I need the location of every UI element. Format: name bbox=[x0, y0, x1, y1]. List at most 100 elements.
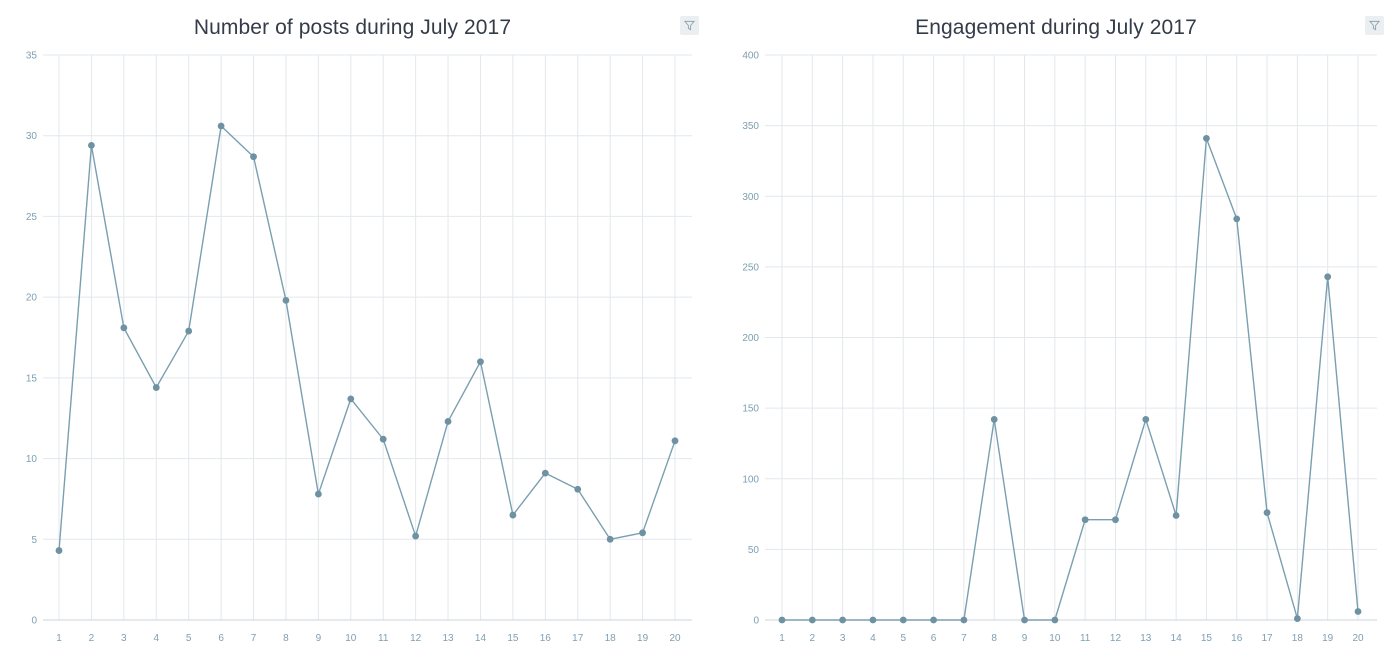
chart-title: Number of posts during July 2017 bbox=[193, 16, 512, 39]
x-tick-label: 16 bbox=[540, 633, 552, 644]
x-tick-label: 15 bbox=[507, 633, 519, 644]
y-tick-label: 5 bbox=[31, 535, 37, 546]
y-tick-label: 20 bbox=[26, 293, 38, 304]
filter-icon bbox=[684, 20, 695, 31]
data-point[interactable] bbox=[185, 327, 193, 335]
data-point[interactable] bbox=[250, 153, 257, 161]
data-point[interactable] bbox=[808, 616, 816, 624]
x-tick-label: 1 bbox=[779, 633, 785, 644]
data-point[interactable] bbox=[839, 616, 847, 624]
data-point[interactable] bbox=[55, 547, 63, 554]
data-point[interactable] bbox=[899, 616, 907, 624]
x-tick-label: 7 bbox=[961, 633, 967, 644]
data-point[interactable] bbox=[869, 616, 877, 624]
data-point[interactable] bbox=[88, 142, 95, 149]
engagement-chart-panel: Engagement during July 2017 0 50 100 150 200… bbox=[712, 0, 1400, 652]
y-tick-label: 400 bbox=[742, 51, 759, 62]
filter-button[interactable] bbox=[1365, 16, 1384, 35]
data-point[interactable] bbox=[606, 535, 614, 543]
x-tick-label: 5 bbox=[900, 633, 906, 644]
data-point[interactable] bbox=[1324, 273, 1332, 281]
x-tick-label: 4 bbox=[153, 633, 159, 644]
x-tick-label: 10 bbox=[1049, 633, 1061, 644]
x-tick-label: 3 bbox=[121, 633, 127, 644]
y-tick-label: 250 bbox=[742, 262, 759, 273]
x-tick-label: 19 bbox=[1322, 633, 1334, 644]
data-point[interactable] bbox=[412, 532, 420, 540]
x-tick-label: 8 bbox=[283, 633, 289, 644]
data-point[interactable] bbox=[477, 358, 484, 366]
data-point[interactable] bbox=[282, 296, 290, 304]
x-tick-label: 17 bbox=[1261, 633, 1273, 644]
y-tick-label: 0 bbox=[753, 616, 759, 627]
x-tick-label: 15 bbox=[1201, 633, 1213, 644]
x-tick-label: 3 bbox=[840, 633, 846, 644]
data-point[interactable] bbox=[444, 418, 452, 425]
data-point[interactable] bbox=[152, 384, 160, 391]
data-point[interactable] bbox=[574, 485, 582, 493]
x-tick-label: 12 bbox=[410, 633, 422, 644]
x-tick-label: 19 bbox=[637, 633, 649, 644]
y-tick-label: 150 bbox=[742, 404, 759, 415]
x-tick-label: 12 bbox=[1110, 633, 1122, 644]
data-point[interactable] bbox=[541, 469, 549, 477]
x-tick-label: 20 bbox=[669, 633, 681, 644]
chart-title: Engagement during July 2017 bbox=[915, 16, 1197, 39]
y-tick-label: 300 bbox=[742, 192, 759, 203]
data-point[interactable] bbox=[1142, 416, 1150, 423]
x-tick-label: 2 bbox=[89, 633, 95, 644]
x-tick-label: 1 bbox=[56, 633, 62, 644]
x-tick-label: 9 bbox=[1022, 633, 1028, 644]
data-point[interactable] bbox=[217, 122, 225, 130]
data-point[interactable] bbox=[1233, 215, 1241, 223]
x-tick-label: 20 bbox=[1352, 633, 1364, 644]
data-point[interactable] bbox=[509, 511, 517, 519]
x-tick-label: 18 bbox=[1292, 633, 1304, 644]
x-tick-label: 6 bbox=[931, 633, 937, 644]
data-point[interactable] bbox=[990, 416, 998, 423]
data-point[interactable] bbox=[639, 529, 646, 537]
data-point[interactable] bbox=[1263, 509, 1271, 517]
x-tick-label: 7 bbox=[251, 633, 257, 644]
data-point[interactable] bbox=[778, 616, 786, 624]
data-point[interactable] bbox=[1021, 616, 1028, 624]
x-tick-label: 11 bbox=[1080, 633, 1091, 644]
data-point[interactable] bbox=[1354, 608, 1362, 615]
x-tick-label: 6 bbox=[218, 633, 224, 644]
data-point[interactable] bbox=[314, 490, 322, 498]
y-tick-label: 30 bbox=[26, 131, 38, 142]
x-tick-label: 16 bbox=[1231, 633, 1243, 644]
data-point[interactable] bbox=[930, 616, 937, 624]
data-point[interactable] bbox=[1172, 512, 1180, 519]
data-point[interactable] bbox=[347, 395, 355, 403]
data-point[interactable] bbox=[671, 437, 679, 445]
y-tick-label: 350 bbox=[742, 121, 759, 132]
posts-chart-panel: Number of posts during July 2017 0 5 10 15 2… bbox=[26, 16, 699, 644]
y-tick-label: 100 bbox=[742, 474, 759, 485]
data-point[interactable] bbox=[120, 324, 128, 332]
x-tick-label: 10 bbox=[345, 633, 357, 644]
x-tick-label: 13 bbox=[1140, 633, 1152, 644]
data-point[interactable] bbox=[379, 435, 387, 443]
data-point[interactable] bbox=[1081, 516, 1089, 524]
x-tick-label: 9 bbox=[316, 633, 322, 644]
data-point[interactable] bbox=[1112, 516, 1119, 524]
y-tick-label: 35 bbox=[26, 51, 38, 62]
x-tick-label: 4 bbox=[870, 633, 876, 644]
data-point[interactable] bbox=[1203, 134, 1210, 142]
data-point[interactable] bbox=[1051, 616, 1059, 624]
x-tick-label: 18 bbox=[605, 633, 617, 644]
y-tick-label: 10 bbox=[26, 454, 38, 465]
series-line bbox=[58, 125, 676, 551]
filter-button[interactable] bbox=[680, 16, 699, 35]
data-point[interactable] bbox=[1293, 615, 1301, 622]
x-tick-label: 8 bbox=[991, 633, 997, 644]
x-tick-label: 11 bbox=[378, 633, 389, 644]
x-tick-label: 17 bbox=[572, 633, 584, 644]
x-tick-label: 2 bbox=[810, 633, 816, 644]
y-tick-label: 50 bbox=[748, 545, 760, 556]
data-point[interactable] bbox=[960, 616, 968, 624]
x-tick-label: 14 bbox=[1171, 633, 1183, 644]
